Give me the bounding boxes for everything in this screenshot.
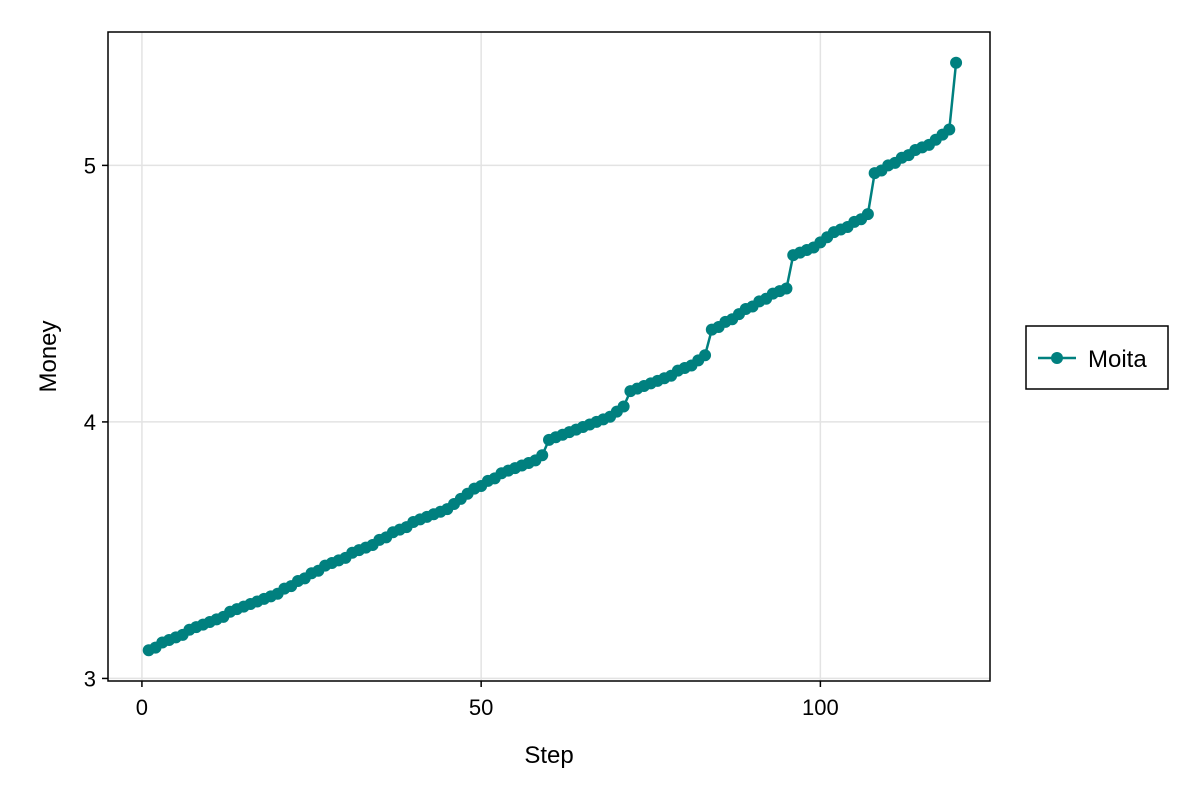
- y-tick-label: 5: [84, 153, 96, 178]
- legend-label: Moita: [1088, 346, 1147, 373]
- data-point: [699, 349, 712, 362]
- y-tick-label: 3: [84, 666, 96, 691]
- x-tick-label: 100: [802, 695, 839, 720]
- legend: Moita: [1025, 325, 1169, 390]
- data-point: [861, 208, 874, 221]
- x-tick-label: 50: [469, 695, 493, 720]
- x-axis-title: Step: [524, 742, 573, 769]
- y-axis-title: Money: [35, 320, 62, 392]
- grid-lines: [108, 32, 990, 681]
- legend-marker-swatch: [1051, 352, 1063, 364]
- series-layer: [142, 56, 963, 657]
- data-point: [617, 400, 630, 413]
- data-point: [536, 449, 549, 462]
- plot-frame: [107, 31, 991, 682]
- x-tick-label: 0: [136, 695, 148, 720]
- axis-ticks: 0 50 100 3 4 5: [84, 153, 839, 720]
- data-point: [943, 123, 956, 136]
- data-point: [950, 56, 963, 69]
- data-point: [780, 282, 793, 295]
- y-tick-label: 4: [84, 410, 96, 435]
